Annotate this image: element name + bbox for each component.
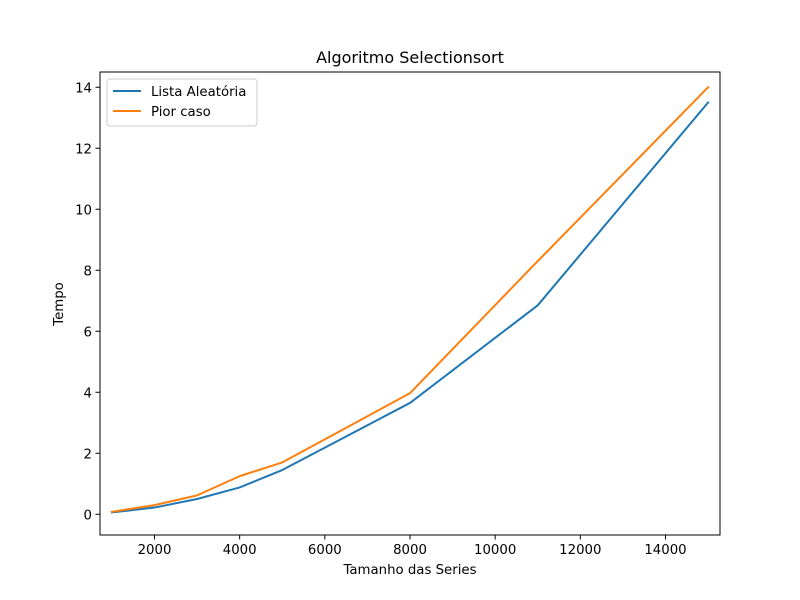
series-line-0 (110, 101, 710, 514)
chart-title: Algoritmo Selectionsort (316, 48, 504, 67)
x-tick-label: 2000 (138, 543, 172, 558)
x-axis-title: Tamanho das Series (342, 563, 476, 578)
y-tick-label: 0 (84, 508, 92, 523)
legend: Lista Aleatória Pior caso (106, 78, 258, 127)
x-axis-ticks: 2000 4000 6000 8000 10000 12000 14000 (138, 535, 687, 558)
x-tick-label: 12000 (559, 543, 601, 558)
series-lines (110, 85, 710, 514)
y-tick-label: 14 (75, 81, 92, 96)
x-tick-label: 4000 (223, 543, 257, 558)
plot-frame (99, 71, 721, 536)
legend-label-lista-aleatoria: Lista Aleatória (151, 84, 246, 100)
y-tick-label: 10 (75, 203, 92, 218)
y-tick-label: 8 (84, 264, 92, 279)
x-tick-label: 8000 (393, 543, 427, 558)
y-tick-label: 2 (84, 447, 92, 462)
y-axis-title: Tempo (52, 282, 67, 327)
legend-box (106, 78, 258, 127)
x-tick-label: 14000 (644, 543, 686, 558)
x-tick-label: 6000 (308, 543, 342, 558)
y-tick-label: 12 (75, 142, 92, 157)
x-tick-label: 10000 (474, 543, 516, 558)
y-tick-label: 4 (84, 386, 92, 401)
y-axis-ticks: 0 2 4 6 8 10 12 14 (75, 81, 100, 523)
series-line-1 (110, 85, 710, 513)
legend-label-pior-caso: Pior caso (151, 105, 211, 120)
y-tick-label: 6 (84, 325, 92, 340)
